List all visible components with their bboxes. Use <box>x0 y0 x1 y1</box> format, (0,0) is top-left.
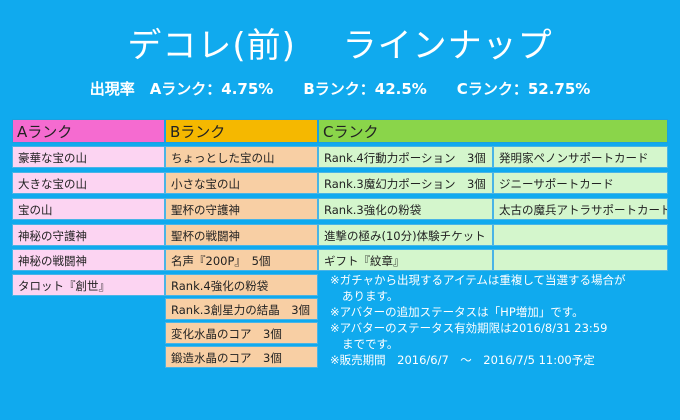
c-rank-item: ギフト『紋章』 <box>318 249 493 271</box>
b-rank-item: 変化水晶のコア 3個 <box>165 322 318 344</box>
b-rank-item: ちょっとした宝の山 <box>165 146 318 168</box>
c-rank-item: ジニーサポートカード <box>493 172 668 194</box>
a-rank-item: 大きな宝の山 <box>12 172 165 194</box>
note-line: までです。 <box>342 337 399 351</box>
c-rank-item: Rank.3魔幻力ポーション 3個 <box>318 172 493 194</box>
c-rank-item-empty <box>493 224 668 246</box>
c-rank-header: Cランク <box>318 119 668 143</box>
notes-block: ※ガチャから出現するアイテムは重複して当選する場合が あります。 ※アバターの追… <box>330 272 650 368</box>
b-rank-header: Bランク <box>165 119 318 143</box>
b-rank-item: 名声『200P』 5個 <box>165 249 318 271</box>
c-rank-item: 太古の魔兵アトラサポートカード <box>493 198 668 220</box>
a-rank-item: 神秘の守護神 <box>12 224 165 246</box>
b-rank-item: Rank.4強化の粉袋 <box>165 274 318 296</box>
page-title: デコレ(前) ラインナップ <box>127 26 553 66</box>
note-line: あります。 <box>342 289 399 303</box>
c-rank-item: Rank.3強化の粉袋 <box>318 198 493 220</box>
a-rank-item: 豪華な宝の山 <box>12 146 165 168</box>
b-rank-item: Rank.3創星力の結晶 3個 <box>165 298 318 320</box>
c-rank-item: 発明家ペノンサポートカード <box>493 146 668 168</box>
c-rank-item-empty <box>493 249 668 271</box>
a-rank-header: Aランク <box>12 119 165 143</box>
note-line: ※アバターの追加ステータスは「HP増加」です。 <box>330 305 584 319</box>
note-line: ※販売期間 2016/6/7 ～ 2016/7/5 11:00予定 <box>330 353 595 367</box>
c-rank-item: 進撃の極み(10分)体験チケット <box>318 224 493 246</box>
b-rank-item: 小さな宝の山 <box>165 172 318 194</box>
note-line: ※ガチャから出現するアイテムは重複して当選する場合が <box>330 273 626 287</box>
note-line: ※アバターのステータス有効期限は2016/8/31 23:59 <box>330 321 608 335</box>
rates-line: 出現率 Aランク：4.75% Bランク：42.5% Cランク：52.75% <box>89 80 591 98</box>
a-rank-item: タロット『創世』 <box>12 274 165 296</box>
a-rank-item: 宝の山 <box>12 198 165 220</box>
b-rank-item: 聖杯の守護神 <box>165 198 318 220</box>
c-rank-item: Rank.4行動力ポーション 3個 <box>318 146 493 168</box>
a-rank-item: 神秘の戦闘神 <box>12 249 165 271</box>
b-rank-item: 鍛造水晶のコア 3個 <box>165 346 318 368</box>
b-rank-item: 聖杯の戦闘神 <box>165 224 318 246</box>
